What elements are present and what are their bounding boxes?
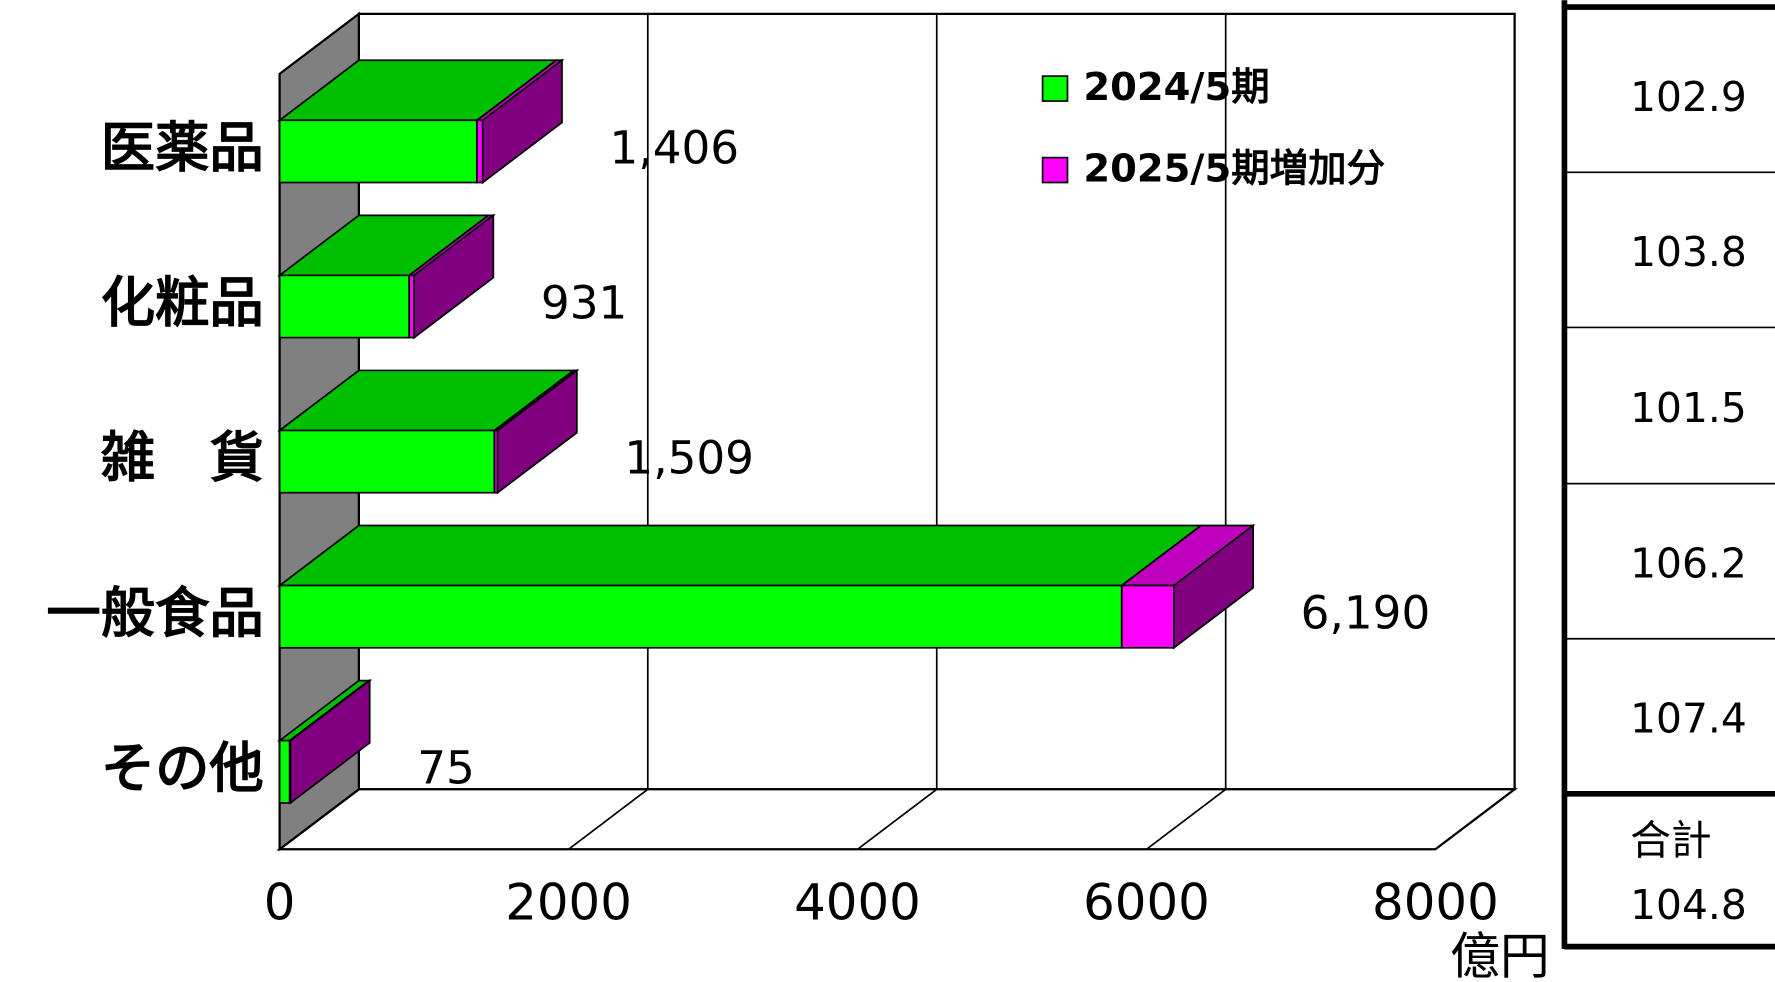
bar — [278, 429, 496, 494]
bar — [278, 274, 411, 339]
category-label: 医薬品 — [101, 117, 264, 180]
ratio-table: 102.9 103.8 101.5 106.2 107.4 合計 104.8 — [1561, 0, 1775, 950]
grid-line — [1434, 13, 1516, 850]
bar — [278, 119, 478, 184]
bar-side — [481, 58, 563, 185]
table-total-label: 合計 — [1630, 817, 1712, 865]
value-label: 1,406 — [610, 121, 740, 174]
bar — [476, 119, 484, 184]
bar-top — [277, 524, 1204, 587]
axis-unit: 億円 — [1450, 928, 1550, 982]
value-label: 6,190 — [1301, 587, 1431, 640]
table-cell: 107.4 — [1630, 694, 1747, 742]
bar-side — [496, 368, 578, 495]
legend-label: 2025/5期増加分 — [1083, 147, 1385, 192]
bar — [278, 584, 1123, 649]
value-label: 75 — [417, 742, 475, 795]
table-cell: 102.9 — [1630, 73, 1747, 121]
x-tick-label: 8000 — [1372, 873, 1499, 931]
table-cell: 106.2 — [1630, 539, 1747, 587]
bar — [278, 739, 291, 804]
bar-side — [413, 213, 495, 340]
table-cell: 101.5 — [1630, 384, 1747, 432]
bar-side — [1173, 523, 1254, 650]
category-label: 一般食品 — [46, 582, 263, 645]
table-total-value: 104.8 — [1630, 881, 1747, 929]
legend-swatch — [1041, 156, 1069, 184]
grid-line — [856, 13, 938, 850]
legend-swatch — [1041, 75, 1069, 102]
x-tick-label: 0 — [264, 873, 296, 931]
value-label: 931 — [541, 276, 627, 329]
grid-line — [1145, 13, 1227, 850]
bar — [1120, 584, 1175, 649]
bar-side — [289, 678, 371, 805]
x-tick-label: 4000 — [794, 873, 921, 931]
table-cell: 103.8 — [1630, 228, 1747, 276]
category-label: 化粧品 — [101, 272, 264, 335]
grid-line — [568, 13, 649, 850]
x-tick-label: 6000 — [1083, 873, 1210, 931]
value-label: 1,509 — [624, 432, 754, 485]
category-label: 雑 貨 — [100, 427, 264, 490]
category-label: その他 — [101, 737, 264, 800]
legend-label: 2024/5期 — [1083, 65, 1269, 110]
x-tick-label: 2000 — [505, 873, 632, 931]
